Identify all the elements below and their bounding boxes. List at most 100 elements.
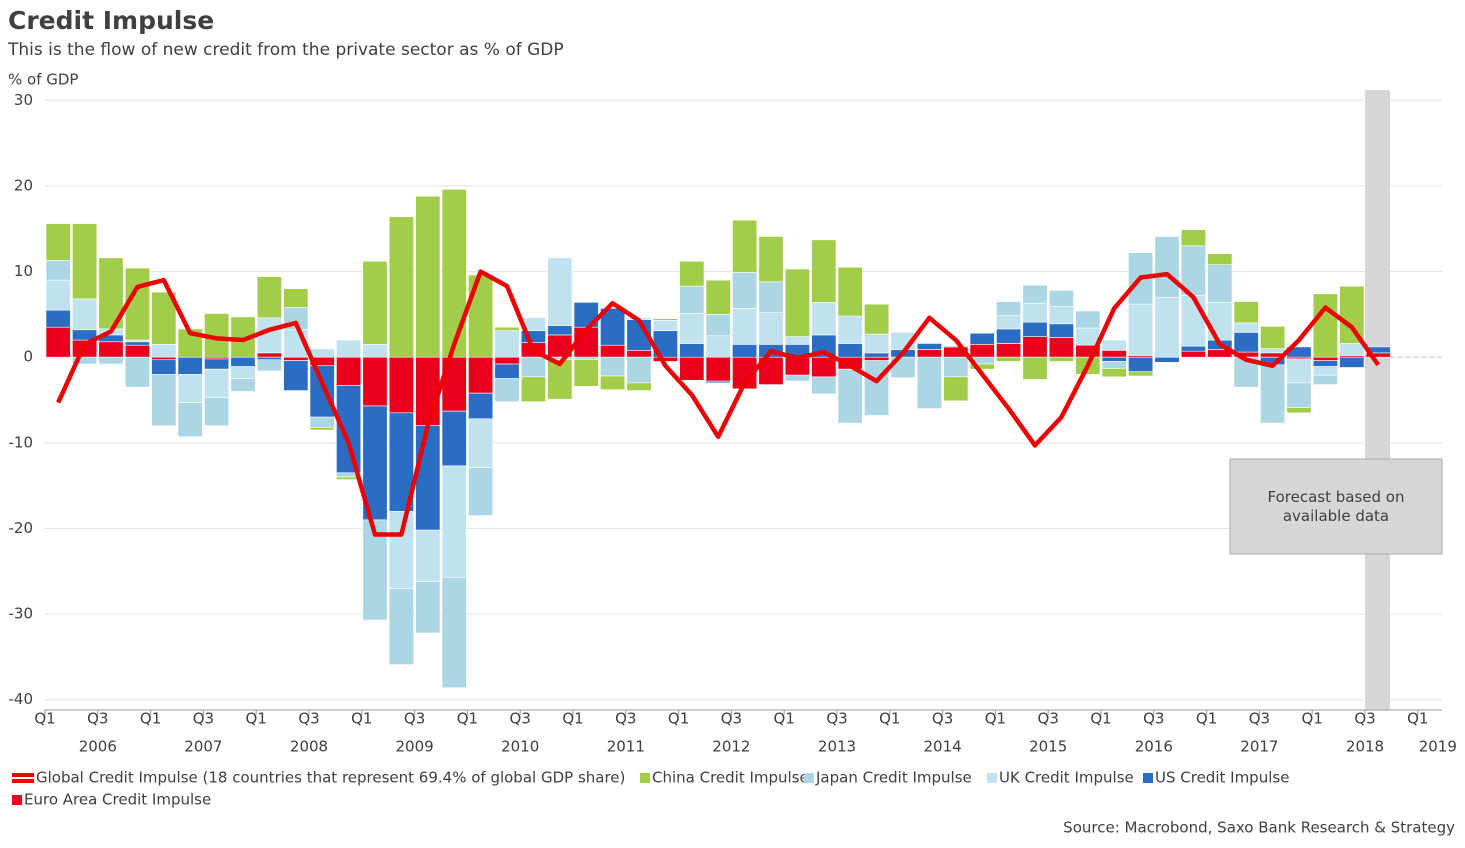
bars xyxy=(45,189,1391,689)
x-year-label: 2018 xyxy=(1346,738,1384,756)
x-year-label: 2019 xyxy=(1419,738,1457,756)
bar-segment xyxy=(204,397,230,426)
bar-segment xyxy=(230,366,256,379)
bar-segment xyxy=(811,239,837,303)
bar-segment xyxy=(468,356,494,394)
bar-segment xyxy=(732,308,758,345)
bar-segment xyxy=(494,326,520,331)
bar-segment xyxy=(256,352,282,358)
bar-segment xyxy=(45,260,71,281)
bar-segment xyxy=(1022,356,1048,380)
x-year-label: 2007 xyxy=(184,738,222,756)
bar-segment xyxy=(256,356,282,361)
y-tick-label: 30 xyxy=(14,91,33,109)
bar-segment xyxy=(996,356,1022,362)
bar-segment xyxy=(864,352,890,358)
bar-segment xyxy=(177,402,203,438)
bar-segment xyxy=(362,356,388,407)
y-tick-label: -20 xyxy=(9,519,34,537)
bar-segment xyxy=(388,216,414,358)
bar-segment xyxy=(1260,364,1286,424)
x-tick-label: Q1 xyxy=(457,710,478,728)
bar-segment xyxy=(996,301,1022,316)
bar-segment xyxy=(468,467,494,516)
x-year-label: 2013 xyxy=(818,738,856,756)
bar-segment xyxy=(1048,290,1074,307)
x-tick-label: Q3 xyxy=(1354,710,1375,728)
bar-segment xyxy=(969,332,995,345)
bar-segment xyxy=(996,343,1022,358)
bar-segment xyxy=(1154,296,1180,358)
bar-segment xyxy=(705,380,731,384)
x-tick-label: Q3 xyxy=(826,710,847,728)
bar-segment xyxy=(1180,295,1206,347)
bar-segment xyxy=(309,365,335,418)
bar-segment xyxy=(1101,356,1127,362)
bar-segment xyxy=(124,356,150,388)
bar-segment xyxy=(45,309,71,328)
bar-segment xyxy=(45,279,71,311)
bar-segment xyxy=(547,359,573,400)
bar-segment xyxy=(1339,285,1365,344)
bar-segment xyxy=(679,313,705,344)
legend-label: UK Credit Impulse xyxy=(999,769,1134,787)
bar-segment xyxy=(1180,350,1206,358)
bar-segment xyxy=(864,303,890,335)
legend-label: Global Credit Impulse (18 countries that… xyxy=(36,769,625,787)
bar-segment xyxy=(916,356,942,409)
bar-segment xyxy=(494,356,520,365)
bar-segment xyxy=(784,268,810,337)
x-tick-label: Q1 xyxy=(668,710,689,728)
bar-segment xyxy=(1312,366,1338,376)
bar-segment xyxy=(1312,360,1338,367)
legend-label: Japan Credit Impulse xyxy=(815,769,972,787)
bar-segment xyxy=(969,363,995,370)
bar-segment xyxy=(679,260,705,287)
x-year-label: 2009 xyxy=(396,738,434,756)
x-tick-label: Q3 xyxy=(193,710,214,728)
legend-swatch xyxy=(987,773,997,783)
x-year-label: 2006 xyxy=(79,738,117,756)
forecast-band xyxy=(1365,90,1390,710)
source: Source: Macrobond, Saxo Bank Research & … xyxy=(1063,819,1455,837)
x-tick-label: Q1 xyxy=(140,710,161,728)
bar-segment xyxy=(705,314,731,337)
bar-segment xyxy=(415,356,441,426)
bar-segment xyxy=(652,330,678,358)
bar-segment xyxy=(1207,302,1233,341)
bar-segment xyxy=(732,219,758,273)
bar-segment xyxy=(98,341,124,358)
bar-segment xyxy=(1022,284,1048,304)
x-tick-label: Q1 xyxy=(34,710,55,728)
bar-segment xyxy=(415,581,441,634)
x-tick-label: Q1 xyxy=(351,710,372,728)
bar-segment xyxy=(626,356,652,384)
bar-segment xyxy=(1339,356,1365,368)
bar-segment xyxy=(388,511,414,589)
bar-segment xyxy=(679,285,705,314)
annotation-box xyxy=(1229,458,1443,555)
legend-swatch xyxy=(804,773,814,783)
bar-segment xyxy=(943,356,969,378)
bar-segment xyxy=(230,356,256,367)
bar-segment xyxy=(1312,374,1338,385)
bar-segment xyxy=(1048,337,1074,358)
global-line xyxy=(56,269,1381,537)
bar-segment xyxy=(837,315,863,344)
bar-segment xyxy=(1286,407,1312,414)
bar-segment xyxy=(1312,356,1338,361)
x-year-label: 2010 xyxy=(501,738,539,756)
bar-segment xyxy=(1101,350,1127,358)
bar-segment xyxy=(1022,302,1048,323)
y-tick-label: -40 xyxy=(9,690,34,708)
bar-segment xyxy=(45,223,71,261)
bar-segment xyxy=(468,274,494,358)
x-tick-label: Q1 xyxy=(1090,710,1111,728)
x-tick-label: Q3 xyxy=(87,710,108,728)
bar-segment xyxy=(1101,361,1127,369)
bar-segment xyxy=(705,279,731,315)
bar-segment xyxy=(679,356,705,381)
bar-segment xyxy=(1048,356,1074,362)
x-year-label: 2012 xyxy=(712,738,750,756)
bar-segment xyxy=(943,376,969,402)
